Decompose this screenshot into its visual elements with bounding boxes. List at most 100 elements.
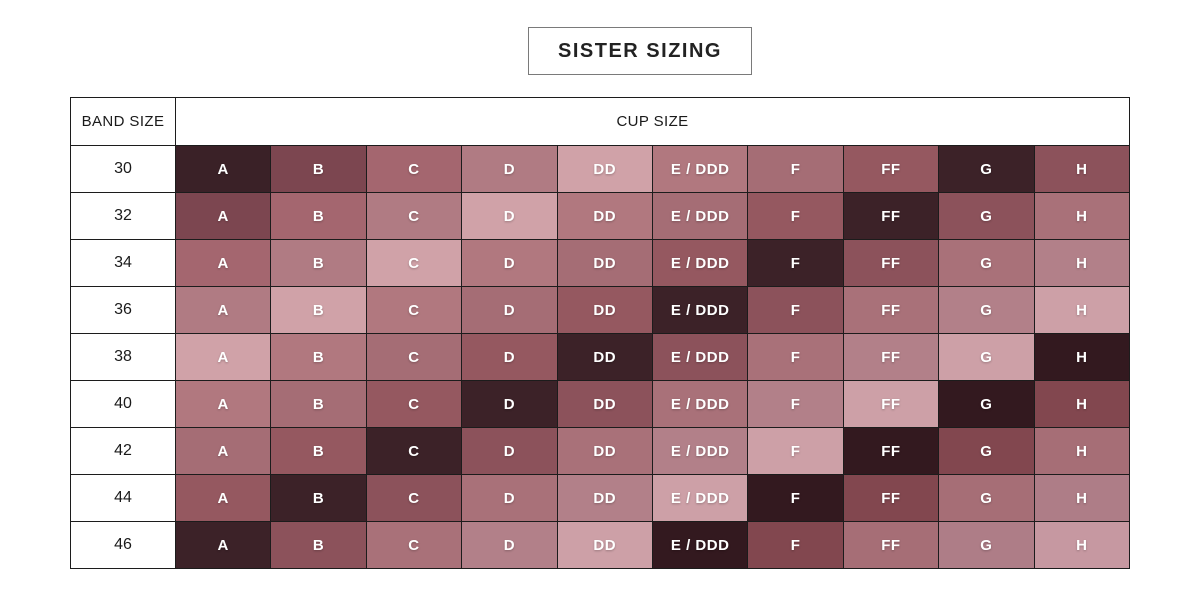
cup-size-cell: DD [556,427,653,475]
cup-size-cell: DD [556,474,653,522]
table-row: 42 A B C D DD E / DDD F FF G H [70,427,1131,475]
cup-size-cell: FF [842,145,940,193]
cup-size-cell: A [174,521,272,569]
cup-size-cell: H [1033,286,1131,334]
cup-size-cell: FF [842,239,940,287]
cup-size-cell: C [365,333,463,381]
band-size-cell: 46 [70,521,176,569]
cup-size-cell: F [747,521,844,569]
cup-size-cell: A [174,333,272,381]
table-row: 32 A B C D DD E / DDD F FF G H [70,192,1131,240]
cup-size-cell: B [270,286,367,334]
table-row: 44 A B C D DD E / DDD F FF G H [70,474,1131,522]
cup-size-cell: G [938,333,1035,381]
cup-size-cell: H [1033,380,1131,428]
cup-size-cell: C [365,192,463,240]
cup-size-cell: DD [556,286,653,334]
cup-size-cell: F [747,192,844,240]
cup-size-cell: A [174,286,272,334]
cup-size-cell: D [461,380,558,428]
cup-size-cell: E / DDD [651,427,749,475]
cup-size-cell: D [461,239,558,287]
cup-size-cell: DD [556,333,653,381]
table-row: 30 A B C D DD E / DDD F FF G H [70,145,1131,193]
cup-size-cell: G [938,380,1035,428]
cup-size-cell: E / DDD [651,145,749,193]
cup-size-cell: B [270,239,367,287]
cup-size-cell: B [270,333,367,381]
cup-size-cell: F [747,427,844,475]
cup-size-cell: B [270,521,367,569]
table-row: 36 A B C D DD E / DDD F FF G H [70,286,1131,334]
cup-size-cell: F [747,380,844,428]
cup-size-cell: C [365,380,463,428]
band-size-cell: 36 [70,286,176,334]
title-box: SISTER SIZING [528,27,752,75]
cup-size-cell: E / DDD [651,286,749,334]
cup-size-cell: H [1033,192,1131,240]
cup-size-cell: F [747,286,844,334]
cup-size-cell: D [461,521,558,569]
cup-size-cell: C [365,521,463,569]
cup-size-cell: A [174,427,272,475]
cup-size-cell: FF [842,474,940,522]
cup-size-cell: B [270,192,367,240]
table-row: 46 A B C D DD E / DDD F FF G H [70,521,1131,569]
cup-size-cell: DD [556,239,653,287]
cup-size-cell: G [938,239,1035,287]
cup-size-cell: A [174,192,272,240]
cup-size-cell: A [174,474,272,522]
cup-size-cell: E / DDD [651,333,749,381]
cup-size-cell: DD [556,380,653,428]
band-size-cell: 44 [70,474,176,522]
cup-size-cell: G [938,474,1035,522]
cup-size-cell: A [174,380,272,428]
cup-size-cell: D [461,145,558,193]
band-size-cell: 42 [70,427,176,475]
cup-size-cell: FF [842,192,940,240]
cup-size-cell: DD [556,192,653,240]
cup-size-cell: A [174,145,272,193]
cup-size-cell: G [938,286,1035,334]
cup-size-cell: A [174,239,272,287]
table-row: 40 A B C D DD E / DDD F FF G H [70,380,1131,428]
cup-size-cell: B [270,380,367,428]
sister-sizing-table: BAND SIZE CUP SIZE 30 A B C D DD E / DDD F FF G H 3… [70,97,1131,569]
band-size-cell: 32 [70,192,176,240]
band-size-cell: 34 [70,239,176,287]
cup-size-cell: F [747,145,844,193]
band-size-cell: 30 [70,145,176,193]
cup-size-header: CUP SIZE [175,97,1130,146]
cup-size-cell: B [270,145,367,193]
cup-size-cell: D [461,333,558,381]
cup-size-cell: C [365,239,463,287]
cup-size-cell: H [1033,145,1131,193]
cup-size-cell: H [1033,333,1131,381]
cup-size-cell: G [938,192,1035,240]
cup-size-cell: E / DDD [651,239,749,287]
cup-size-cell: E / DDD [651,521,749,569]
cup-size-cell: FF [842,333,940,381]
cup-size-cell: G [938,145,1035,193]
table-header-row: BAND SIZE CUP SIZE [70,97,1130,146]
cup-size-cell: FF [842,380,940,428]
cup-size-cell: FF [842,286,940,334]
cup-size-cell: H [1033,521,1131,569]
cup-size-cell: H [1033,427,1131,475]
cup-size-cell: D [461,427,558,475]
cup-size-cell: F [747,474,844,522]
cup-size-cell: C [365,145,463,193]
cup-size-cell: D [461,286,558,334]
cup-size-cell: F [747,333,844,381]
cup-size-cell: D [461,474,558,522]
cup-size-cell: C [365,286,463,334]
cup-size-cell: FF [842,521,940,569]
cup-size-cell: DD [556,521,653,569]
cup-size-cell: FF [842,427,940,475]
cup-size-cell: G [938,427,1035,475]
band-size-header: BAND SIZE [70,97,176,146]
cup-size-cell: E / DDD [651,192,749,240]
cup-size-cell: D [461,192,558,240]
cup-size-cell: H [1033,474,1131,522]
